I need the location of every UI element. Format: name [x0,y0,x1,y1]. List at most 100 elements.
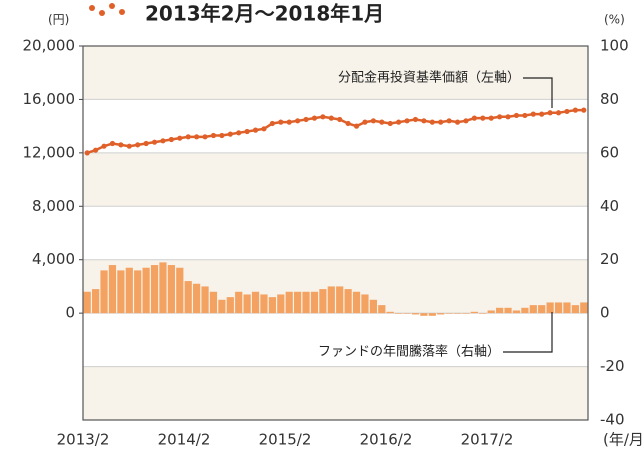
line-marker [118,142,124,148]
line-marker [177,135,183,141]
annotation: 分配金再投資基準価額（左軸） [338,70,520,86]
bar [142,267,150,314]
line-marker [278,119,284,125]
y2-tick-label: 100 [600,37,629,55]
band [83,46,588,100]
line-marker [370,118,376,124]
bar [193,283,201,314]
bar [125,267,133,314]
bar [386,311,394,314]
line-marker [93,147,99,153]
bar [327,286,335,314]
bar [235,291,243,314]
y2-unit: (%) [604,13,625,27]
line-marker [84,150,90,156]
line-marker [286,119,292,125]
bar [496,307,504,314]
bar [184,281,192,314]
bar [554,302,563,314]
line-marker [396,119,402,125]
bar [294,291,302,314]
bar [159,262,167,314]
line-marker [345,120,351,127]
chart-title: 2013年2月～2018年1月 [145,2,384,26]
line-marker [210,132,217,139]
line-marker [160,138,166,144]
line-marker [143,140,149,147]
bar [546,302,554,314]
line-marker [539,111,545,117]
line-marker [295,118,301,124]
line-marker [194,134,200,140]
line-marker [362,119,368,125]
y-tick-label: 20,000 [23,37,76,55]
logo [89,3,125,16]
bar [209,291,218,314]
leader [503,312,553,353]
bar [302,291,310,314]
bar [479,313,487,314]
bar [403,313,411,314]
x-tick-label: 2013/2 [57,431,110,449]
y2-tick-label: 20 [600,250,619,268]
line-marker [513,112,520,119]
line-marker [261,126,267,132]
line-marker [463,118,469,124]
bar [167,265,175,314]
line-marker [572,107,578,113]
line-marker [454,119,461,125]
bar [462,313,470,314]
bar [310,291,319,314]
bar [369,299,377,314]
band [83,366,588,420]
band [83,259,588,314]
bar [336,286,344,314]
bar [453,313,462,314]
line-marker [303,116,309,123]
bar [437,313,445,315]
line-marker [471,115,477,121]
line-marker [109,140,116,147]
line-marker [505,114,511,120]
line-marker [488,115,494,121]
y-tick-label: 8,000 [32,197,75,215]
bar [268,297,276,314]
x-tick-label: 2014/2 [158,431,211,449]
line-marker [379,119,385,125]
bar [251,291,260,314]
x-tick-label: 2015/2 [259,431,312,449]
line-marker [202,134,208,140]
bar [117,270,125,314]
line-marker [185,134,191,140]
line-marker [438,119,444,125]
line-marker [497,114,503,120]
x-tick-label: 2016/2 [360,431,413,449]
bar [571,305,579,314]
line-marker [101,143,107,149]
line-marker [555,110,562,116]
bar [201,286,209,314]
bar [487,310,495,314]
bar [176,267,184,314]
x-unit: (年/月) [603,431,644,449]
bar [428,313,436,316]
line-marker [320,114,326,120]
bar [538,305,546,314]
line-marker [135,142,141,148]
line-marker [522,112,528,119]
line-marker [564,108,570,115]
x-tick-label: 2017/2 [461,431,514,449]
bar [344,289,352,314]
bar [411,313,420,315]
line-marker [581,107,587,113]
bar [395,313,403,314]
line-marker [387,120,393,127]
bar [529,305,537,314]
bar [521,307,529,314]
bar [512,310,521,314]
line-marker [311,115,318,121]
line-marker [227,131,233,137]
bar [277,294,285,314]
